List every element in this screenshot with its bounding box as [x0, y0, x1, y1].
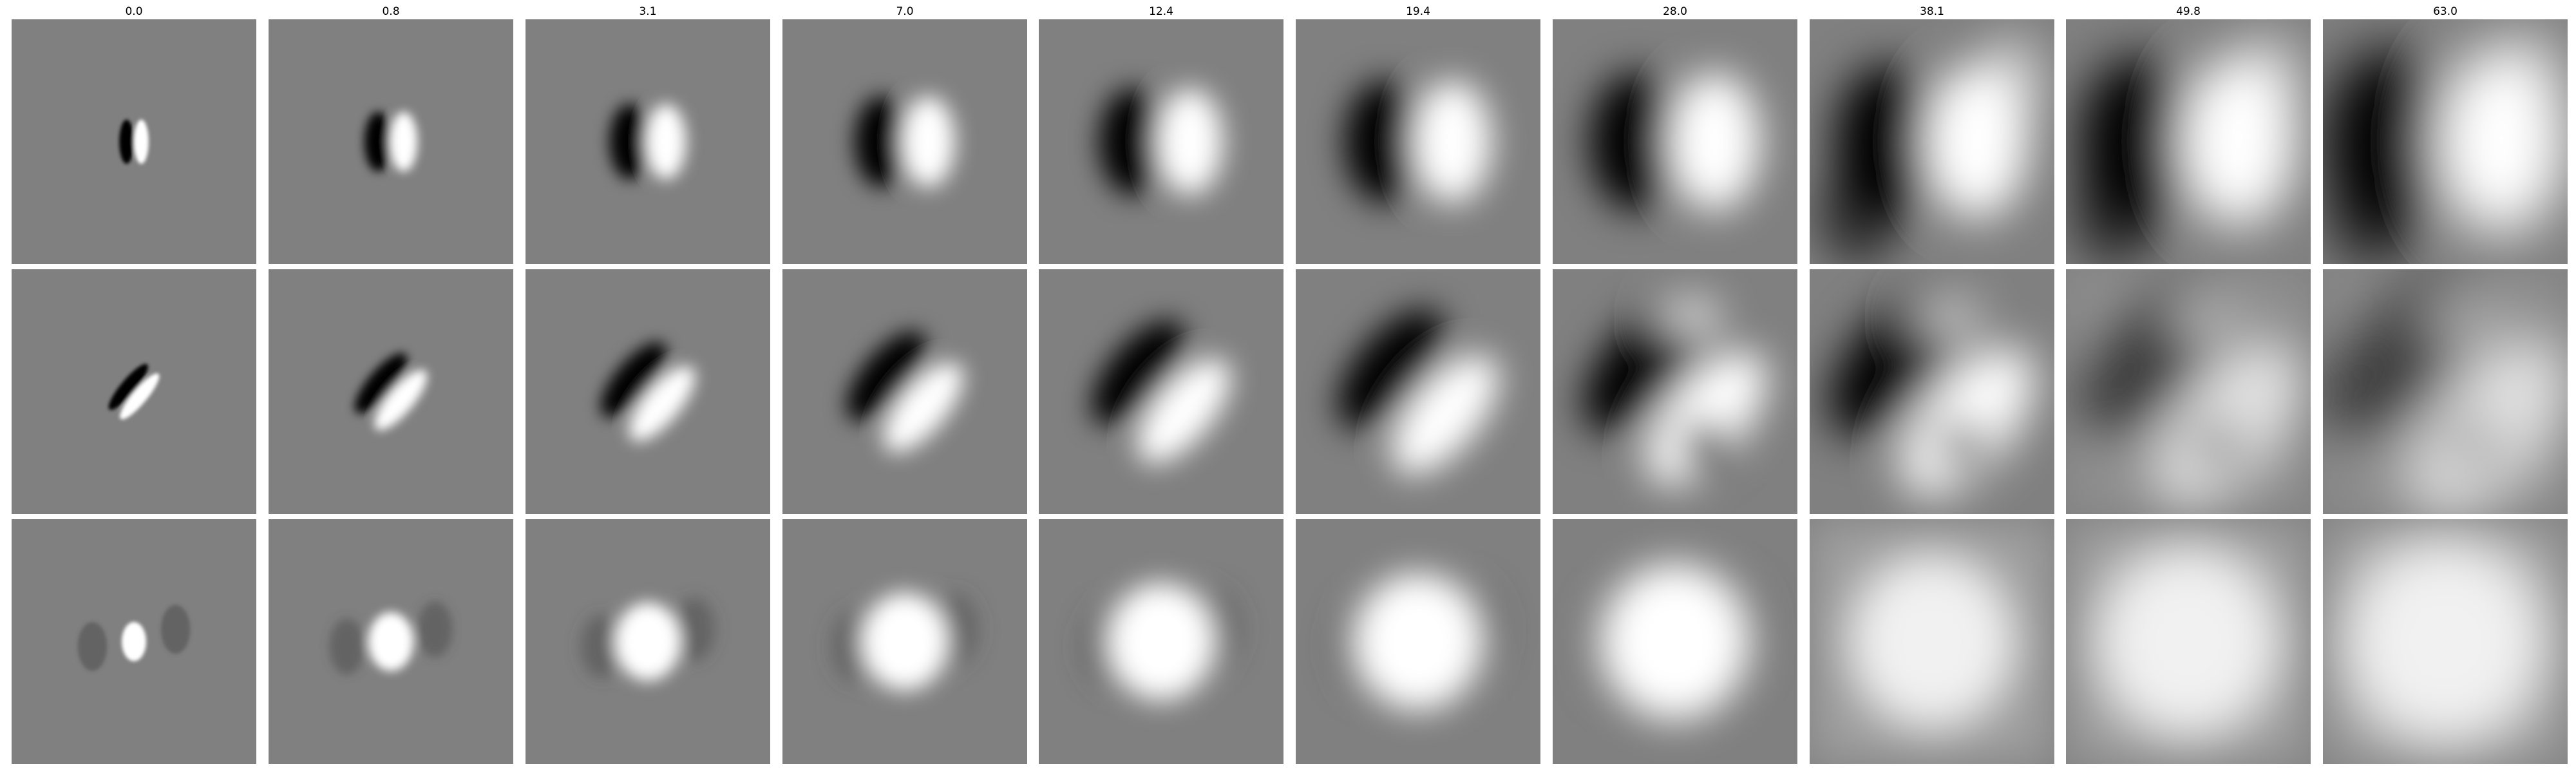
filter-image [526, 19, 770, 264]
column-title: 7.0 [896, 5, 914, 18]
column-title: 3.1 [639, 5, 657, 18]
filter-image [1296, 19, 1540, 264]
filter-image [1039, 519, 1283, 764]
filter-image [1553, 269, 1797, 514]
filter-image [2323, 269, 2568, 514]
filter-image [2323, 519, 2568, 764]
filter-image [1810, 19, 2054, 264]
filter-image [2323, 19, 2568, 264]
filter-image [782, 19, 1027, 264]
filter-image [1039, 269, 1283, 514]
column-title: 19.4 [1406, 5, 1430, 18]
column-title: 28.0 [1663, 5, 1687, 18]
filter-image [12, 19, 256, 264]
filter-image [782, 519, 1027, 764]
filter-image [1810, 269, 2054, 514]
filter-image [2066, 269, 2311, 514]
filter-image [1810, 519, 2054, 764]
filter-image [2066, 519, 2311, 764]
filter-image [269, 269, 513, 514]
filter-image [12, 519, 256, 764]
filter-image [1296, 519, 1540, 764]
column-title: 0.8 [382, 5, 400, 18]
column-title: 38.1 [1920, 5, 1944, 18]
filter-image [1553, 19, 1797, 264]
filter-image [1296, 269, 1540, 514]
filter-image [1039, 19, 1283, 264]
column-title: 0.0 [125, 5, 143, 18]
filter-image [2066, 19, 2311, 264]
filter-image [526, 519, 770, 764]
column-title: 49.8 [2176, 5, 2201, 18]
filter-image [269, 519, 513, 764]
filter-image [269, 19, 513, 264]
filter-image [526, 269, 770, 514]
filter-image [12, 269, 256, 514]
column-title: 12.4 [1149, 5, 1173, 18]
column-title: 63.0 [2433, 5, 2458, 18]
filter-image [1553, 519, 1797, 764]
filter-image [782, 269, 1027, 514]
